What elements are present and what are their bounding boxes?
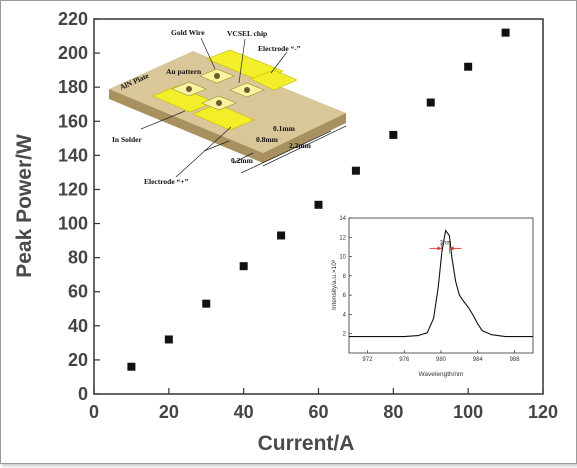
electrode-plus-pad — [192, 103, 255, 131]
spectrum-y-ticks: 2 4 6 8 10 12 14 — [339, 216, 352, 338]
spectrum-y-tick-label: 2 — [343, 332, 347, 338]
label-vcsel-chip: VCSEL chip — [227, 29, 267, 38]
data-point — [351, 166, 360, 175]
x-tick-label: 80 — [383, 402, 403, 422]
spectrum-y-tick-label: 6 — [343, 293, 347, 299]
y-tick-label: 220 — [58, 9, 88, 29]
leader-lines — [140, 37, 347, 178]
spectrum-y-tick-label: 12 — [339, 235, 346, 241]
vcsel-aperture — [244, 87, 250, 93]
spectrum-x-tick-label: 972 — [362, 357, 373, 363]
aln-plate-side-right — [263, 113, 346, 163]
spectrum-y-tick-label: 8 — [343, 274, 347, 280]
label-au-pattern: Au pattern — [166, 67, 202, 76]
label-gold-wire: Gold Wire — [171, 28, 205, 37]
y-tick-label: 60 — [68, 282, 88, 302]
x-tick-label: 60 — [308, 402, 328, 422]
label-dim-0-8mm: 0.8mm — [256, 135, 279, 144]
data-point — [127, 362, 136, 371]
fwhm-arrowhead-left — [437, 246, 442, 251]
label-dim-0-1mm: 0.1mm — [273, 124, 296, 133]
electrode-minus-pad — [206, 49, 284, 82]
x-tick-label: 100 — [453, 402, 483, 422]
y-tick-label: 140 — [58, 145, 88, 165]
vcsel-aperture — [186, 86, 192, 92]
y-tick-label: 120 — [58, 179, 88, 199]
vcsel-aperture — [216, 100, 222, 106]
label-in-solder: In Solder — [112, 135, 142, 144]
x-tick-label: 120 — [528, 402, 558, 422]
data-point — [202, 299, 211, 308]
y-tick-label: 40 — [68, 316, 88, 336]
y-tick-label: 80 — [68, 248, 88, 268]
data-point — [314, 200, 323, 209]
data-point — [277, 231, 286, 240]
y-tick-label: 180 — [58, 77, 88, 97]
spectrum-inset: 972 976 980 984 988 2 4 6 8 10 12 14 3nm Wavelengt… — [326, 210, 541, 382]
main-data-points — [127, 28, 510, 371]
spectrum-y-tick-label: 10 — [339, 255, 346, 261]
x-tick-label: 20 — [159, 402, 179, 422]
y-tick-label: 160 — [58, 111, 88, 131]
main-y-ticks: 0 20 40 60 80 100 120 140 160 180 200 220 — [58, 9, 100, 404]
spectrum-x-tick-label: 988 — [510, 357, 521, 363]
label-electrode-plus: Electrode “+” — [144, 177, 189, 186]
y-tick-label: 200 — [58, 43, 88, 63]
data-point — [501, 28, 510, 37]
spectrum-x-axis-title: Wavelength/nm — [419, 371, 464, 378]
fwhm-annotation — [429, 243, 462, 254]
spectrum-x-ticks: 972 976 980 984 988 — [362, 350, 520, 363]
x-tick-label: 40 — [234, 402, 254, 422]
package-diagram: Gold Wire VCSEL chip Electrode “-” Au pa… — [109, 28, 347, 186]
fwhm-label: 3nm — [440, 240, 452, 246]
data-point — [464, 62, 473, 71]
spectrum-x-tick-label: 976 — [399, 357, 410, 363]
label-electrode-minus: Electrode “-” — [258, 44, 301, 53]
aln-plate-side-left — [109, 89, 263, 163]
spectrum-y-tick-label: 4 — [343, 312, 347, 318]
spectrum-x-tick-label: 984 — [473, 357, 484, 363]
y-tick-label: 0 — [78, 384, 88, 404]
y-tick-label: 100 — [58, 214, 88, 234]
label-dim-0-2mm: 0.2mm — [231, 156, 254, 165]
main-plot: 0 20 40 60 80 100 120 0 20 40 60 80 100 120 140 160 180… — [13, 9, 558, 455]
label-dim-2-2mm: 2.2mm — [289, 141, 312, 150]
spectrum-x-tick-label: 980 — [436, 357, 447, 363]
spectrum-line — [349, 229, 533, 338]
data-point — [164, 335, 173, 344]
vcsel-chip-array — [171, 68, 265, 111]
y-tick-label: 20 — [68, 350, 88, 370]
data-point — [389, 130, 398, 139]
spectrum-y-axis-title: Intensity/a.u.×10³ — [331, 259, 338, 310]
x-axis-title: Current/A — [258, 432, 355, 455]
data-point — [426, 98, 435, 107]
spectrum-y-tick-label: 14 — [339, 216, 346, 222]
electrode-minus-pad — [250, 69, 298, 91]
vcsel-aperture — [214, 73, 220, 79]
x-tick-label: 0 — [89, 402, 99, 422]
main-x-ticks: 0 20 40 60 80 100 120 — [89, 388, 558, 422]
data-point — [239, 262, 248, 271]
fwhm-arrowhead-right — [449, 246, 454, 251]
y-axis-title: Peak Power/W — [13, 134, 36, 278]
